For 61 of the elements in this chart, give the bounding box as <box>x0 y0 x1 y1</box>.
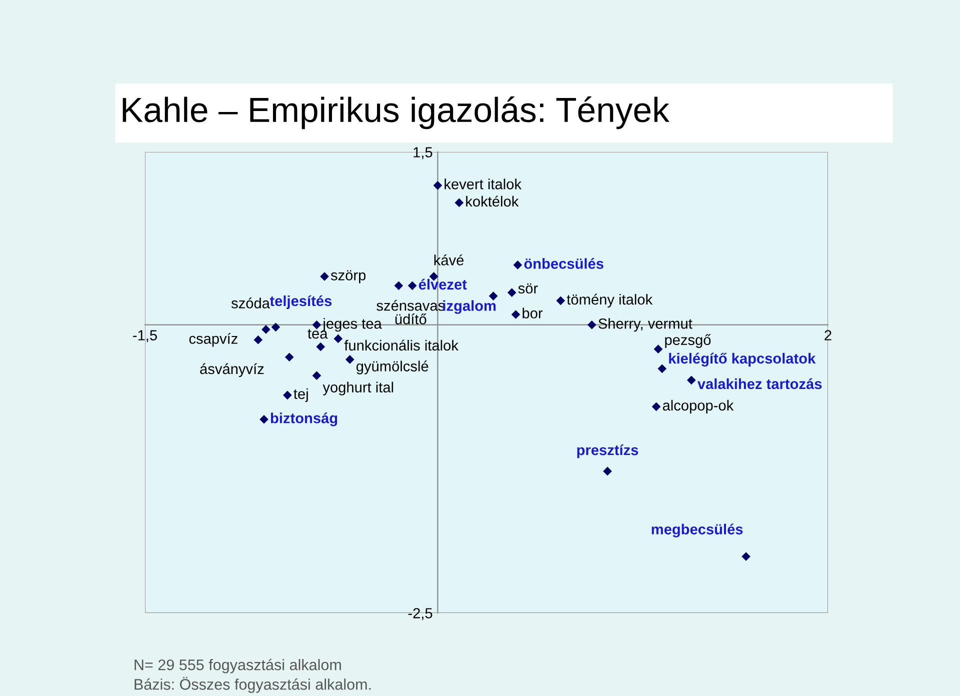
annotation: tömény italok <box>566 294 653 308</box>
annotation: kávé <box>434 254 464 266</box>
annotation: önbecsülés <box>524 258 604 269</box>
annotation: megbecsülés <box>652 524 743 538</box>
point <box>285 353 294 362</box>
annotation: tej <box>294 388 308 402</box>
point <box>588 320 596 329</box>
annotation: biztonság <box>270 412 338 426</box>
point <box>272 323 280 332</box>
annotation: koktélok <box>466 196 519 207</box>
point <box>254 336 262 344</box>
annotation: yoghurt ital <box>322 382 394 396</box>
annotation: alcopop-ok <box>662 400 734 414</box>
point <box>687 376 696 384</box>
point <box>489 292 498 300</box>
point <box>455 198 464 207</box>
annotation: sör <box>518 283 538 294</box>
annotation: pezsgő <box>665 334 711 348</box>
point <box>320 272 329 281</box>
annotation: funkcionális italok <box>344 340 458 351</box>
text: Bázis: Összes fogyasztási alkalom. <box>134 676 371 693</box>
point <box>434 181 442 190</box>
point <box>394 282 403 290</box>
point <box>654 344 662 354</box>
point <box>556 296 565 305</box>
point <box>514 260 522 270</box>
annotation: gyümölcslé <box>356 360 428 374</box>
point <box>742 552 750 561</box>
point <box>316 342 325 351</box>
chart-title: Kahle – Empirikus igazolás: Tények <box>122 96 670 130</box>
point <box>260 415 268 424</box>
point <box>508 288 516 297</box>
x-tick-label: 2 <box>824 330 832 340</box>
annotation: kevert italok <box>444 178 522 190</box>
point <box>658 364 666 373</box>
point <box>346 355 354 364</box>
annotation: szörp <box>330 270 366 284</box>
point <box>652 402 660 411</box>
annotation: ásványvíz <box>200 363 264 378</box>
point <box>408 282 416 290</box>
point <box>283 391 292 400</box>
text: N= 29 555 fogyasztási alkalom <box>134 658 341 674</box>
annotation: valakihez tartozás <box>697 378 822 390</box>
annotation: élvezet <box>418 278 467 290</box>
point <box>312 371 321 380</box>
point <box>334 334 342 343</box>
annotation: teljesítés <box>270 295 332 310</box>
annotation: kielégítő kapcsolatok <box>669 352 816 367</box>
y-tick-label: 1,5 <box>414 147 432 160</box>
x-tick-label: -1,5 <box>133 330 157 342</box>
point <box>512 310 520 319</box>
point <box>262 325 270 334</box>
y-tick-label: -2,5 <box>408 608 432 620</box>
annotation: presztízs <box>577 444 638 458</box>
point <box>312 320 321 329</box>
point <box>603 467 612 476</box>
annotation: izgalom <box>443 300 496 314</box>
annotation: csapvíz <box>189 332 238 347</box>
annotation: bor <box>522 308 543 318</box>
annotation: szóda <box>231 298 270 308</box>
annotation: Sherry, vermut <box>598 318 692 332</box>
